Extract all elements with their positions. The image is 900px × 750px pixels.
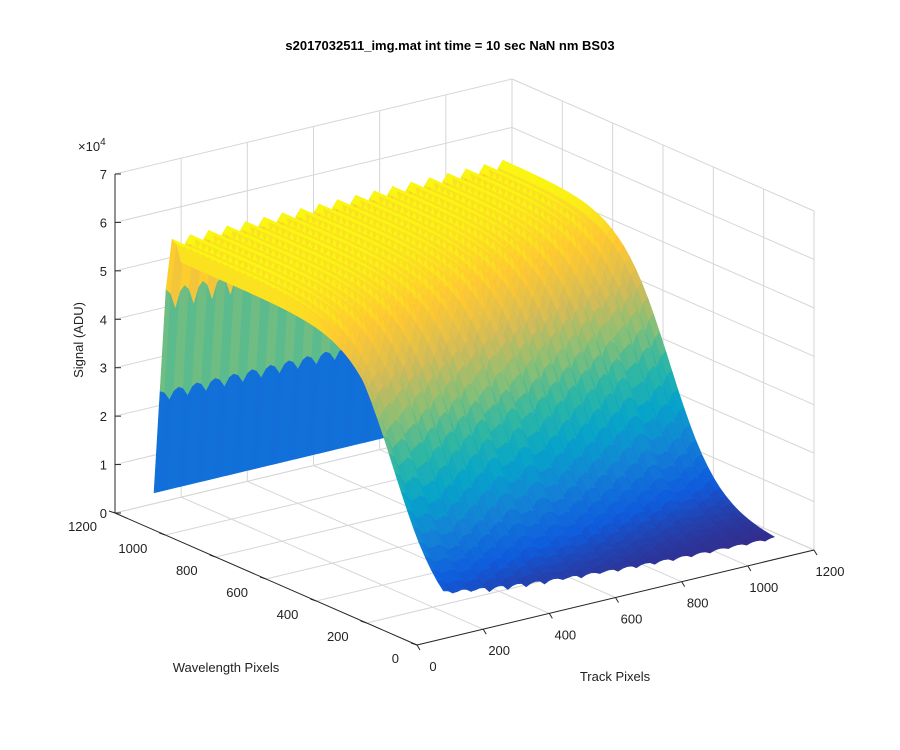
y-tick-label: 400: [277, 607, 299, 622]
y-tick-mark: [360, 620, 367, 624]
surface-mesh: [153, 159, 776, 594]
y-tick-label: 1000: [118, 541, 147, 556]
back-wall-grid-line: [114, 78, 513, 175]
z-tick-label: 7: [100, 167, 107, 182]
y-axis-label: Wavelength Pixels: [173, 660, 280, 675]
x-tick-mark: [548, 613, 553, 619]
y-tick-label: 200: [327, 629, 349, 644]
axis-ticks: 0123456702004006008001000120002004006008…: [68, 167, 844, 674]
y-tick-mark: [209, 554, 216, 558]
y-tick-label: 800: [176, 563, 198, 578]
x-tick-mark: [813, 549, 818, 556]
z-tick-label: 3: [100, 361, 107, 376]
x-axis-label: Track Pixels: [580, 669, 651, 684]
z-axis-label: Signal (ADU): [71, 302, 86, 378]
y-tick-mark: [259, 576, 267, 580]
x-tick-label: 600: [621, 612, 643, 627]
x-tick-label: 1200: [816, 564, 845, 579]
x-tick-label: 800: [687, 596, 709, 611]
x-tick-mark: [416, 644, 421, 651]
y-tick-label: 1200: [68, 519, 97, 534]
y-tick-mark: [159, 532, 166, 536]
z-tick-label: 4: [100, 312, 107, 327]
x-tick-label: 200: [488, 643, 510, 658]
x-tick-label: 400: [554, 627, 576, 642]
z-exponent-base: ×10: [78, 139, 100, 154]
x-tick-label: 0: [429, 659, 436, 674]
y-tick-mark: [310, 598, 317, 602]
z-exponent-power: 4: [100, 137, 106, 148]
x-tick-mark: [615, 597, 619, 603]
y-tick-mark: [108, 510, 116, 514]
side-wall-grid-line: [511, 126, 815, 260]
y-tick-label: 600: [226, 585, 248, 600]
z-tick-label: 5: [100, 264, 107, 279]
y-tick-mark: [410, 642, 418, 646]
z-exponent: ×104: [78, 137, 106, 154]
z-tick-label: 1: [100, 458, 107, 473]
z-tick-label: 6: [100, 215, 107, 230]
surface-cell: [762, 532, 776, 539]
x-tick-mark: [482, 628, 487, 635]
chart-title: s2017032511_img.mat int time = 10 sec Na…: [285, 38, 614, 53]
side-wall-grid-line: [511, 78, 815, 212]
x-tick-mark: [681, 581, 686, 587]
z-tick-label: 2: [100, 409, 107, 424]
z-tick-label: 0: [100, 506, 107, 521]
back-wall-grid-line: [114, 126, 513, 223]
x-tick-mark: [747, 565, 752, 572]
y-tick-label: 0: [392, 651, 399, 666]
x-tick-label: 1000: [749, 580, 778, 595]
